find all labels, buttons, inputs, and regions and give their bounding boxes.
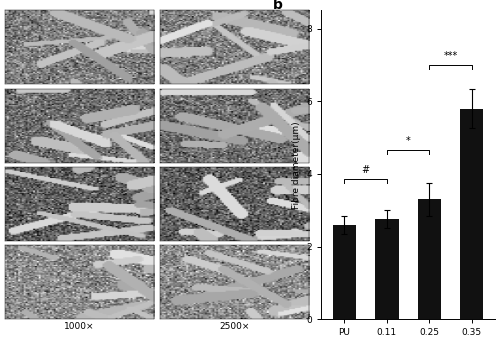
Text: #: #: [362, 165, 370, 175]
Bar: [460, 109, 483, 319]
X-axis label: 1000×: 1000×: [64, 322, 95, 331]
Y-axis label: Fibre diameter(μm): Fibre diameter(μm): [292, 121, 301, 209]
X-axis label: 2500×: 2500×: [220, 322, 250, 331]
Text: *: *: [406, 136, 410, 146]
Bar: [333, 225, 356, 319]
Bar: [418, 199, 441, 319]
Text: ***: ***: [444, 51, 458, 60]
Text: b: b: [272, 0, 282, 12]
Bar: [375, 219, 398, 319]
